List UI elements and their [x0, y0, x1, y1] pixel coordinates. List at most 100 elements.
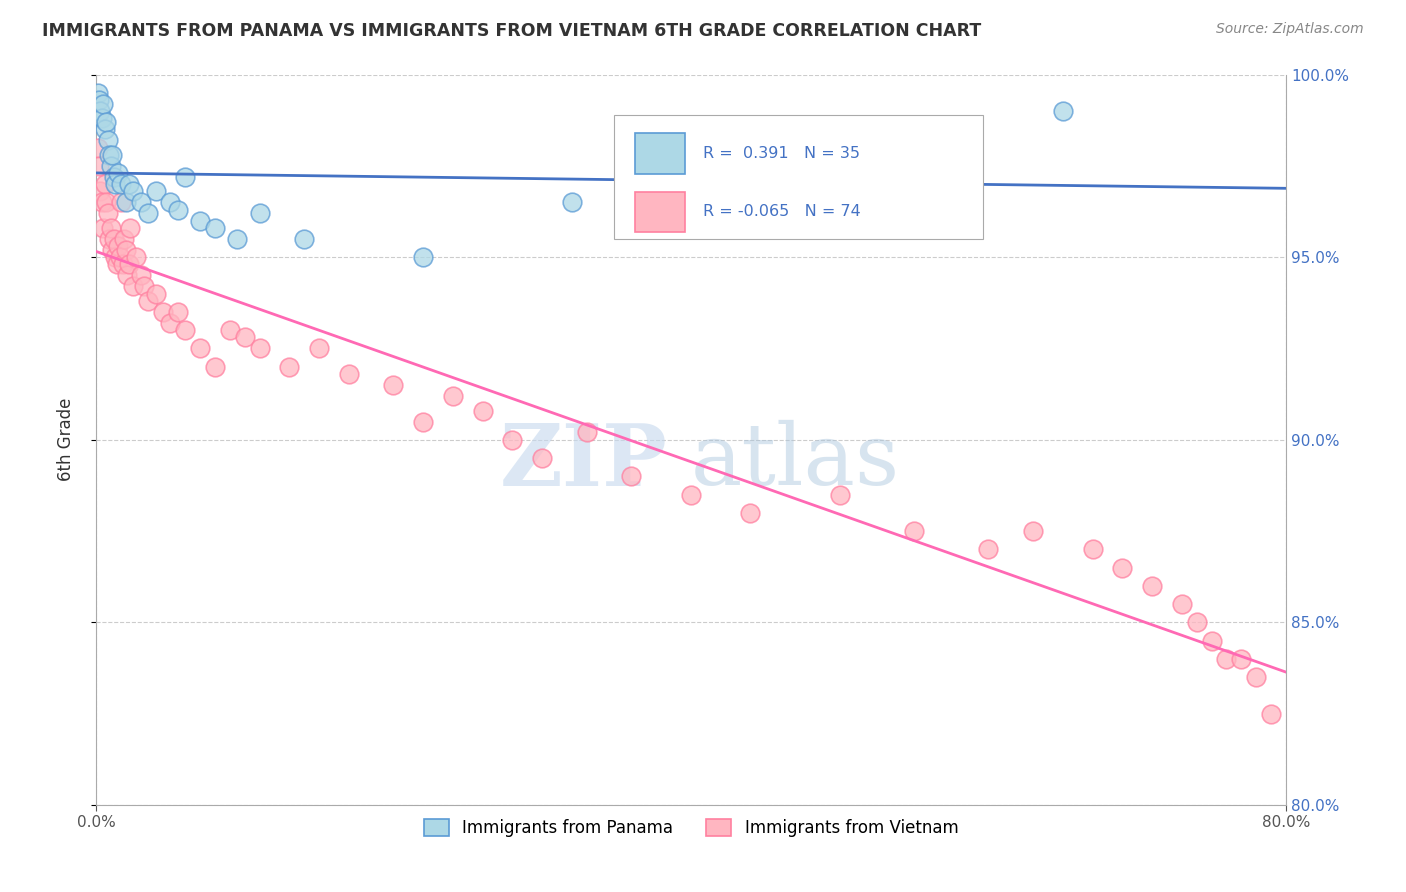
Point — [100, 159, 122, 173]
Point — [97, 133, 120, 147]
Text: R =  0.391   N = 35: R = 0.391 N = 35 — [703, 146, 860, 161]
Point — [1244, 670, 1267, 684]
Point — [129, 268, 152, 283]
Point — [740, 506, 762, 520]
Point — [799, 177, 821, 191]
Point — [136, 206, 159, 220]
Point — [89, 103, 111, 118]
Text: IMMIGRANTS FROM PANAMA VS IMMIGRANTS FROM VIETNAM 6TH GRADE CORRELATION CHART: IMMIGRANTS FROM PANAMA VS IMMIGRANTS FRO… — [42, 22, 981, 40]
Point — [101, 243, 124, 257]
Point — [620, 469, 643, 483]
Point — [561, 195, 583, 210]
Point — [107, 166, 129, 180]
Point — [125, 250, 148, 264]
Point — [502, 433, 524, 447]
Point — [122, 185, 145, 199]
Point — [86, 86, 108, 100]
Point — [531, 450, 554, 465]
Point — [107, 239, 129, 253]
Point — [1230, 652, 1253, 666]
Point — [114, 195, 136, 210]
Point — [249, 342, 271, 356]
Bar — [636, 133, 685, 174]
Point — [91, 195, 114, 210]
Point — [91, 112, 114, 126]
Point — [103, 232, 125, 246]
Point — [159, 316, 181, 330]
Point — [108, 250, 131, 264]
Point — [114, 243, 136, 257]
Point — [1052, 103, 1074, 118]
Point — [278, 359, 301, 374]
Point — [679, 159, 702, 173]
Point — [98, 148, 121, 162]
Text: R = -0.065   N = 74: R = -0.065 N = 74 — [703, 204, 860, 219]
Point — [103, 169, 125, 184]
Point — [94, 122, 117, 136]
Point — [679, 487, 702, 501]
Point — [110, 177, 132, 191]
Point — [96, 115, 118, 129]
Point — [382, 378, 405, 392]
Bar — [636, 192, 685, 232]
Point — [120, 221, 142, 235]
Point — [117, 268, 139, 283]
Text: ZIP: ZIP — [499, 419, 668, 504]
Point — [93, 96, 115, 111]
Y-axis label: 6th Grade: 6th Grade — [58, 398, 75, 482]
Point — [1260, 706, 1282, 721]
Point — [977, 542, 1000, 557]
Point — [188, 342, 211, 356]
Point — [93, 221, 115, 235]
FancyBboxPatch shape — [613, 115, 983, 239]
Point — [132, 279, 155, 293]
Point — [110, 195, 132, 210]
Point — [145, 286, 167, 301]
Point — [948, 169, 970, 184]
Point — [104, 177, 127, 191]
Point — [1022, 524, 1045, 538]
Point — [86, 140, 108, 154]
Point — [104, 250, 127, 264]
Point — [226, 232, 249, 246]
Point — [174, 169, 197, 184]
Point — [337, 367, 360, 381]
Point — [96, 195, 118, 210]
Point — [903, 524, 925, 538]
Point — [145, 185, 167, 199]
Point — [100, 221, 122, 235]
Point — [118, 257, 141, 271]
Point — [412, 250, 434, 264]
Point — [249, 206, 271, 220]
Point — [1111, 560, 1133, 574]
Point — [188, 213, 211, 227]
Point — [204, 221, 226, 235]
Point — [233, 330, 256, 344]
Point — [1140, 579, 1163, 593]
Point — [87, 93, 110, 107]
Point — [471, 403, 494, 417]
Point — [828, 487, 851, 501]
Text: atlas: atlas — [690, 420, 900, 503]
Point — [122, 279, 145, 293]
Point — [292, 232, 315, 246]
Point — [112, 232, 135, 246]
Point — [441, 389, 464, 403]
Point — [166, 202, 188, 217]
Point — [136, 293, 159, 308]
Point — [412, 415, 434, 429]
Point — [98, 232, 121, 246]
Point — [94, 177, 117, 191]
Point — [1201, 633, 1223, 648]
Point — [111, 257, 134, 271]
Point — [174, 323, 197, 337]
Point — [166, 305, 188, 319]
Point — [575, 425, 598, 440]
Point — [1171, 597, 1194, 611]
Point — [101, 148, 124, 162]
Point — [204, 359, 226, 374]
Point — [152, 305, 174, 319]
Point — [129, 195, 152, 210]
Point — [97, 206, 120, 220]
Point — [219, 323, 242, 337]
